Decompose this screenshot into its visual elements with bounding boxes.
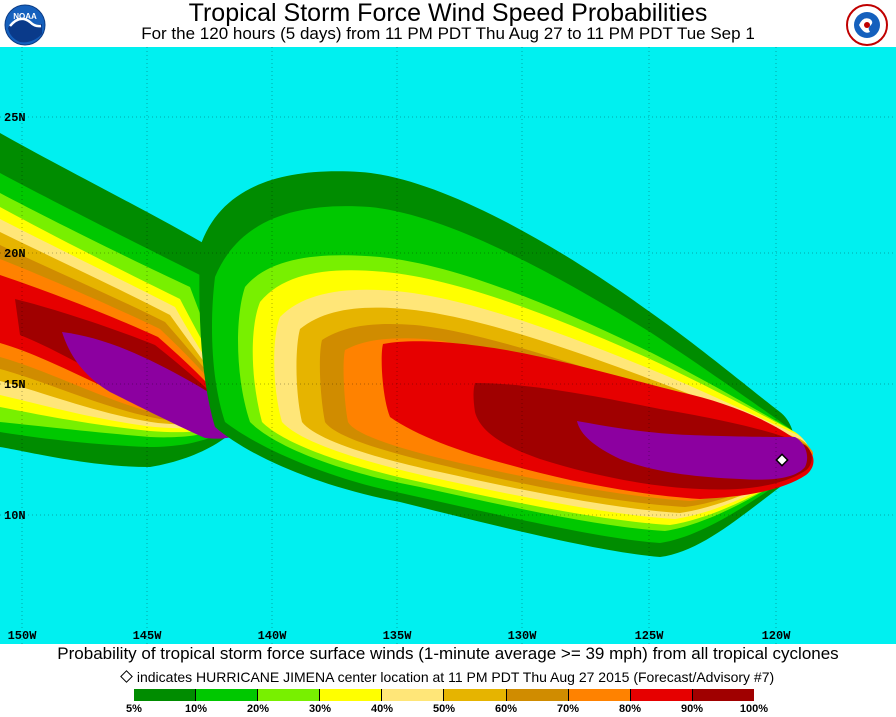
legend-swatch-20-30	[258, 689, 321, 701]
svg-text:NOAA: NOAA	[13, 12, 37, 21]
noaa-logo: NOAA	[4, 4, 46, 46]
eastern-probability-field	[199, 171, 814, 558]
band-100-east	[577, 421, 808, 480]
legend-tick-40-percent: 40%	[370, 703, 394, 715]
storm-location-text: indicates HURRICANE JIMENA center locati…	[136, 669, 775, 685]
footer: Probability of tropical storm force surf…	[0, 644, 896, 716]
band-100-west	[62, 332, 242, 439]
legend-tick-5-percent: 5%	[126, 703, 142, 715]
header: NOAA Tropical Storm Force Wind Speed Pro…	[0, 0, 896, 47]
lat-label-10n: 10N	[4, 509, 26, 523]
legend-tick-50-percent: 50%	[432, 703, 456, 715]
lon-label-125w: 125W	[635, 629, 665, 643]
lon-label-130w: 130W	[508, 629, 538, 643]
lon-label-120w: 120W	[762, 629, 792, 643]
legend-tick-80-percent: 80%	[618, 703, 642, 715]
legend-tick-70-percent: 70%	[556, 703, 580, 715]
graticule	[0, 47, 896, 644]
legend-tick-30-percent: 30%	[308, 703, 332, 715]
storm-location-note: indicates HURRICANE JIMENA center locati…	[0, 669, 896, 685]
storm-center-diamond	[775, 453, 789, 467]
lon-label-145w: 145W	[133, 629, 163, 643]
lon-label-135w: 135W	[383, 629, 413, 643]
legend-swatch-90-100	[692, 689, 754, 701]
national-weather-service-logo	[846, 4, 888, 46]
lat-label-25n: 25N	[4, 111, 26, 125]
lat-label-15n: 15N	[4, 378, 26, 392]
legend-tick-90-percent: 90%	[680, 703, 704, 715]
probability-map: 25N 20N 15N 10N 150W 145W 140W 135W 130W…	[0, 47, 896, 644]
page-title: Tropical Storm Force Wind Speed Probabil…	[188, 0, 708, 27]
legend-tick-labels: 5% 10% 20% 30% 40% 50% 60% 70% 80% 90% 100%	[0, 703, 896, 717]
legend-tick-60-percent: 60%	[494, 703, 518, 715]
legend-swatch-40-50	[382, 689, 445, 701]
legend-swatch-70-80	[568, 689, 631, 701]
probability-legend	[134, 689, 754, 701]
map-caption: Probability of tropical storm force surf…	[57, 644, 839, 663]
lon-label-140w: 140W	[258, 629, 288, 643]
legend-swatch-80-90	[630, 689, 693, 701]
legend-swatch-60-70	[506, 689, 569, 701]
storm-center-legend-icon	[119, 670, 133, 683]
page-subtitle: For the 120 hours (5 days) from 11 PM PD…	[141, 24, 755, 43]
legend-swatch-5-10	[134, 689, 197, 701]
legend-swatch-30-40	[320, 689, 383, 701]
western-probability-field	[0, 133, 260, 467]
legend-tick-100-percent: 100%	[739, 703, 769, 715]
legend-tick-20-percent: 20%	[246, 703, 270, 715]
legend-tick-10-percent: 10%	[184, 703, 208, 715]
legend-swatch-10-20	[196, 689, 259, 701]
lat-label-20n: 20N	[4, 247, 26, 261]
lon-label-150w: 150W	[8, 629, 38, 643]
legend-swatch-50-60	[444, 689, 507, 701]
